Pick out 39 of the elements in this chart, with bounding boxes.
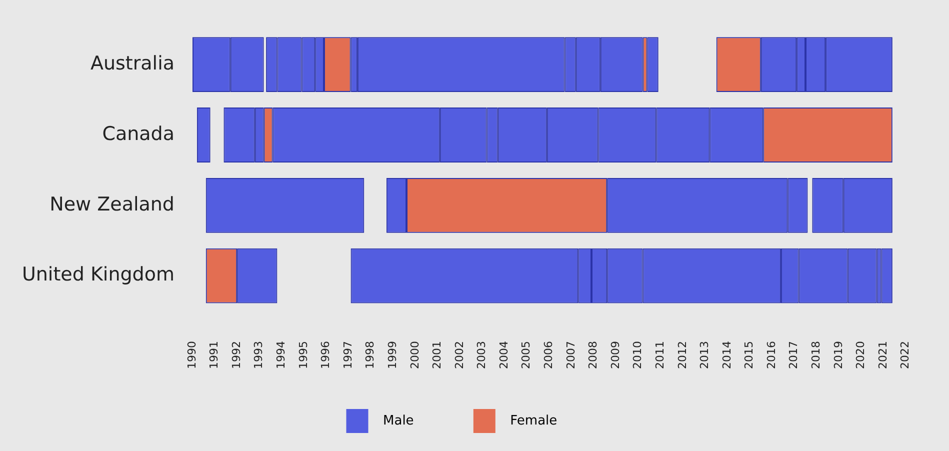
legend-label: Male: [374, 413, 464, 428]
x-tick-label: 2004: [497, 341, 510, 370]
x-tick-label: 2002: [452, 341, 466, 370]
x-tick-label: 2010: [631, 341, 644, 370]
x-tick-label: 2009: [608, 341, 622, 370]
x-tick-label: 1994: [274, 341, 288, 370]
x-tick-label: 1991: [208, 341, 221, 370]
x-tick-label: 2014: [720, 341, 734, 370]
x-tick-label: 1998: [364, 341, 377, 370]
x-tick-label: 2016: [764, 341, 778, 370]
x-tick-label: 2006: [542, 341, 556, 370]
x-tick-label: 1996: [319, 341, 332, 370]
x-tick-label: 2015: [742, 341, 756, 370]
x-tick-label: 1993: [252, 341, 266, 370]
y-tick-label: Canada: [102, 122, 174, 145]
x-tick-label: 2017: [787, 341, 800, 370]
x-tick-label: 1995: [296, 341, 310, 370]
x-tick-label: 2012: [676, 341, 689, 370]
y-tick-label: New Zealand: [50, 193, 174, 216]
x-tick-label: 2011: [653, 341, 666, 370]
x-tick-label: 2001: [430, 341, 444, 370]
y-tick-label: Australia: [90, 52, 174, 75]
x-tick-label: 2020: [854, 341, 868, 370]
x-tick-label: 2018: [809, 341, 822, 370]
x-tick-label: 2013: [698, 341, 712, 370]
x-tick-label: 1997: [341, 341, 354, 370]
y-tick-label: United Kingdom: [22, 264, 174, 286]
x-tick-label: 2005: [520, 341, 533, 370]
x-tick-label: 2007: [564, 341, 578, 370]
x-tick-label: 1999: [386, 341, 399, 370]
x-tick-label: 2021: [876, 341, 890, 370]
legend-label: Female: [502, 413, 607, 428]
x-tick-label: 2019: [832, 341, 845, 370]
x-tick-label: 2022: [898, 341, 912, 370]
x-tick-label: 1990: [185, 341, 198, 370]
x-tick-label: 2003: [475, 341, 488, 370]
x-tick-label: 1992: [230, 341, 243, 370]
x-tick-label: 2008: [586, 341, 600, 370]
x-tick-label: 2000: [408, 341, 422, 370]
